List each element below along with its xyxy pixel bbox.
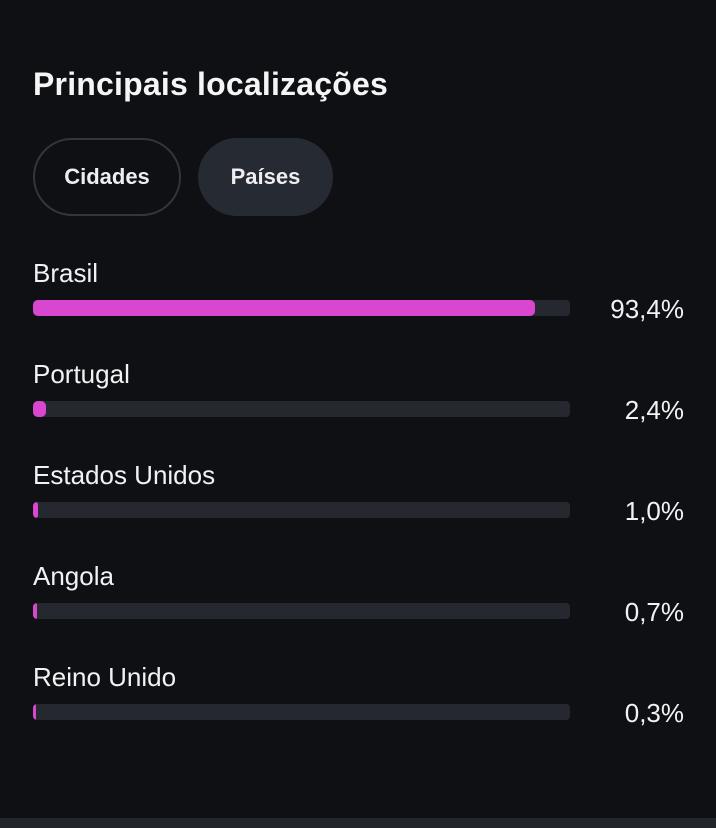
tab-cidades-label: Cidades [64, 164, 150, 189]
location-row-reino-unido: Reino Unido 0,3% [0, 662, 716, 752]
location-name: Brasil [33, 258, 99, 288]
tab-paises[interactable]: Países [198, 138, 333, 216]
location-name: Portugal [33, 359, 130, 389]
progress-fill [33, 603, 37, 619]
progress-track [33, 401, 570, 417]
location-percent: 1,0% [624, 496, 684, 526]
progress-track [33, 603, 570, 619]
progress-track [33, 300, 570, 316]
location-row-angola: Angola 0,7% [0, 561, 716, 651]
tab-cidades[interactable]: Cidades [33, 138, 181, 216]
location-percent: 2,4% [624, 395, 684, 425]
location-name: Reino Unido [33, 662, 177, 692]
progress-fill [33, 401, 46, 417]
progress-track [33, 502, 570, 518]
location-percent: 93,4% [610, 294, 684, 324]
tab-paises-label: Países [230, 164, 301, 189]
location-percent: 0,3% [624, 698, 684, 728]
page-title: Principais localizações [33, 66, 388, 102]
location-name: Estados Unidos [33, 460, 216, 490]
location-row-portugal: Portugal 2,4% [0, 359, 716, 449]
bottom-divider [0, 818, 716, 828]
progress-fill [33, 704, 36, 720]
location-percent: 0,7% [624, 597, 684, 627]
progress-fill [33, 502, 38, 518]
location-row-brasil: Brasil 93,4% [0, 258, 716, 348]
progress-fill [33, 300, 535, 316]
location-name: Angola [33, 561, 114, 591]
location-row-estados-unidos: Estados Unidos 1,0% [0, 460, 716, 550]
progress-track [33, 704, 570, 720]
